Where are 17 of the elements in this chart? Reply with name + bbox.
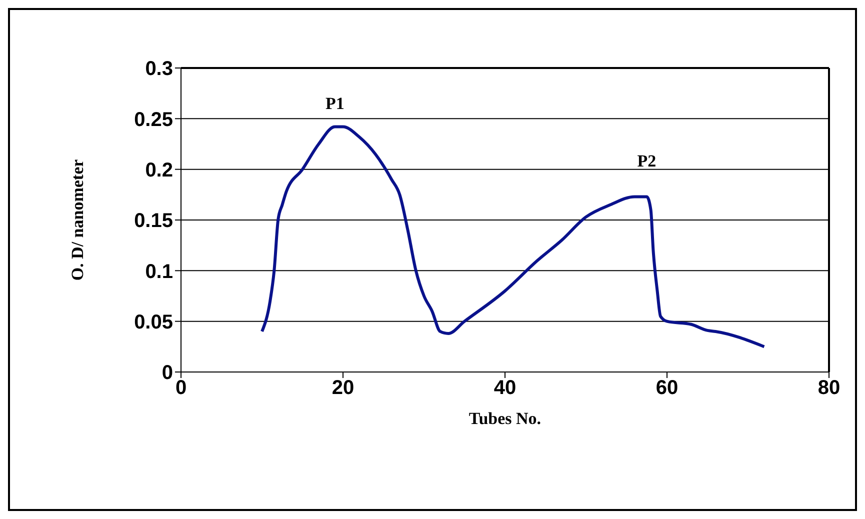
y-axis-title: O. D/ nanometer	[68, 158, 88, 281]
y-tick-label: 0.15	[134, 210, 173, 232]
annotation: P1	[325, 94, 344, 113]
x-axis-title: Tubes No.	[468, 409, 542, 428]
y-tick-label: 0.05	[134, 311, 173, 334]
y-tick-label: 0.2	[145, 159, 173, 182]
y-tick-label: 0.1	[145, 260, 173, 283]
x-tick-label: 0	[175, 377, 187, 400]
y-tick-label: 0	[162, 362, 173, 384]
y-tick-label: 0.3	[145, 58, 173, 80]
x-tick-label: 80	[818, 377, 840, 400]
x-tick-label: 20	[332, 377, 354, 400]
annotation: P2	[637, 152, 656, 171]
y-tick-label: 0.25	[134, 108, 173, 131]
x-tick-label: 60	[656, 377, 678, 400]
x-tick-label: 40	[494, 377, 516, 400]
line-series	[260, 125, 766, 348]
